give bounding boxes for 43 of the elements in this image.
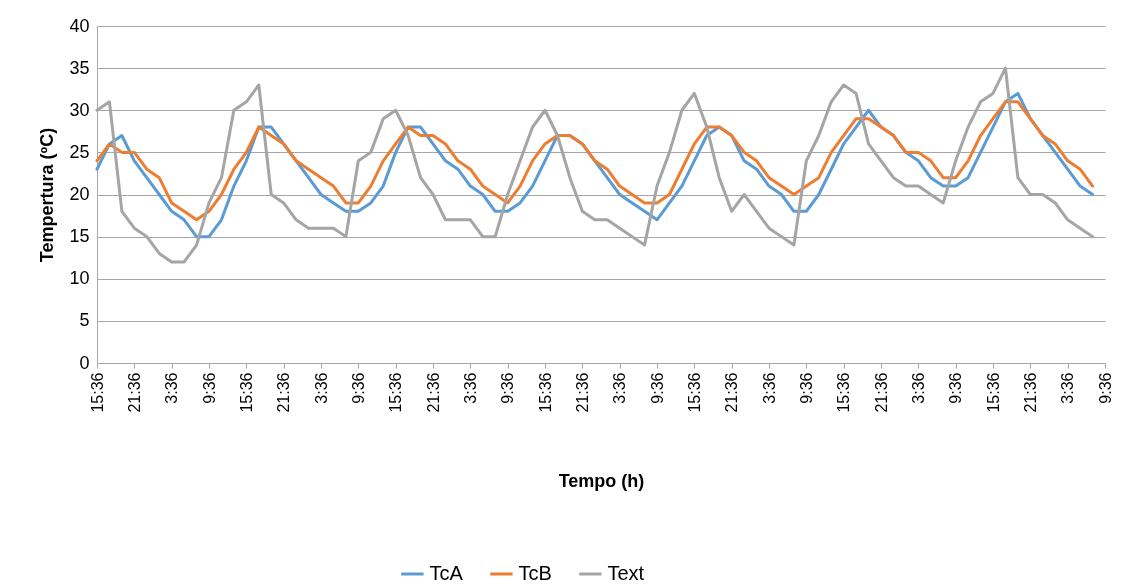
x-tick-label: 15:36 [237,372,255,413]
y-tick-label: 20 [69,184,90,204]
y-tick-label: 40 [69,15,90,36]
legend-label: Text [607,562,645,584]
x-tick-label: 9:36 [947,372,965,404]
x-tick-label: 9:36 [648,372,666,404]
x-tick-label: 9:36 [499,372,517,404]
x-tick-label: 3:36 [909,372,927,404]
x-tick-label: 3:36 [163,372,181,404]
y-tick-label: 5 [79,310,90,331]
y-tick-label: 35 [69,57,90,78]
x-tick-label: 21:36 [1021,372,1039,413]
x-tick-label: 21:36 [723,372,741,413]
x-tick-label: 3:36 [760,372,778,404]
x-tick-label: 21:36 [872,372,890,413]
x-axis-title: Tempo (h) [558,470,645,491]
legend-label: TcB [518,562,552,584]
x-tick-label: 15:36 [387,372,405,413]
x-tick-label: 15:36 [984,372,1002,413]
x-tick-label: 15:36 [685,372,703,413]
x-tick-label: 21:36 [424,372,442,413]
x-tick-label: 21:36 [573,372,591,413]
x-tick-label: 9:36 [1096,372,1114,404]
x-tick-label: 15:36 [88,372,106,413]
y-tick-label: 25 [69,141,90,162]
x-tick-label: 9:36 [797,372,815,404]
x-tick-label: 3:36 [312,372,330,404]
x-tick-label: 15:36 [835,372,853,413]
x-tick-label: 3:36 [1059,372,1077,404]
x-tick-label: 3:36 [611,372,629,404]
x-tick-label: 15:36 [536,372,554,413]
y-tick-label: 10 [69,268,90,289]
x-tick-label: 3:36 [461,372,479,404]
y-tick-label: 15 [69,226,90,247]
line-series [95,100,1095,222]
legend-label: TcA [429,562,464,584]
y-axis-title: Tempertura (ºC) [37,127,58,263]
x-tick-label: 21:36 [125,372,143,413]
y-tick-label: 0 [79,352,90,373]
x-tick-label: 9:36 [200,372,218,404]
x-tick-label: 9:36 [349,372,367,404]
x-tick-label: 21:36 [275,372,293,413]
y-tick-label: 30 [69,99,90,120]
